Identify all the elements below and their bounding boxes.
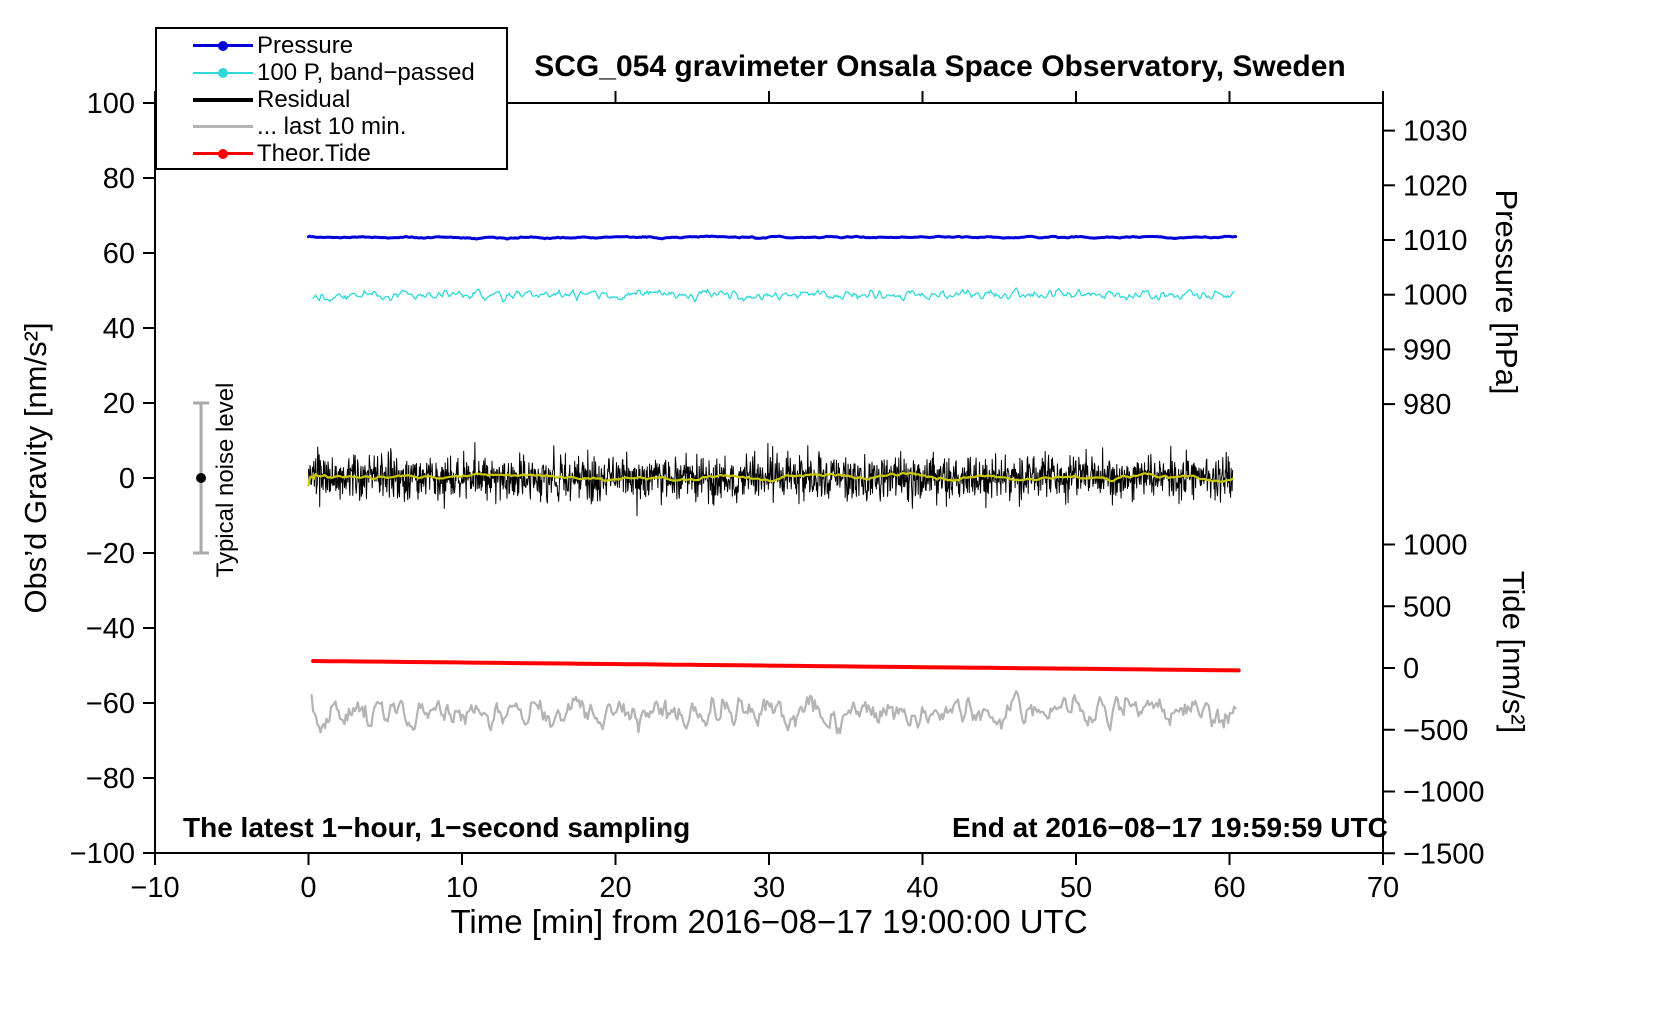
- end-time-note: End at 2016−08−17 19:59:59 UTC: [952, 812, 1388, 843]
- series-theor-tide: [311, 659, 1241, 673]
- y-tick-label: 20: [103, 388, 135, 420]
- legend-item: Pressure: [157, 32, 506, 59]
- legend-label: ... last 10 min.: [257, 112, 407, 140]
- tide-axis-label: Tide [nm/s²]: [1496, 570, 1531, 734]
- x-axis-label: Time [min] from 2016−08−17 19:00:00 UTC: [450, 903, 1088, 940]
- pressure-tick-label: 1000: [1403, 280, 1468, 312]
- tide-tick-label: 0: [1403, 653, 1419, 685]
- tide-tick-label: 1000: [1403, 530, 1468, 562]
- legend-marker: [157, 38, 257, 54]
- pressure-tick-label: 1010: [1403, 225, 1468, 257]
- series-last-10-min: [310, 690, 1237, 735]
- legend-item: Residual: [157, 86, 506, 113]
- x-tick-label: −10: [130, 872, 179, 904]
- legend-dot-icon: [218, 67, 228, 78]
- tide-tick-label: −1500: [1403, 838, 1484, 870]
- x-tick-label: 60: [1213, 872, 1245, 904]
- y-tick-label: −100: [70, 838, 135, 870]
- tide-tick-label: −500: [1403, 715, 1468, 747]
- legend-dot-icon: [218, 40, 228, 51]
- x-tick-label: 40: [906, 872, 938, 904]
- x-tick-label: 10: [446, 872, 478, 904]
- legend-label: Theor.Tide: [257, 139, 371, 167]
- y-tick-label: 100: [87, 88, 135, 120]
- y-tick-label: −60: [86, 688, 135, 720]
- legend-label: 100 P, band−passed: [257, 58, 475, 86]
- pressure-tick-label: 980: [1403, 389, 1451, 421]
- pressure-tick-label: 1030: [1403, 116, 1468, 148]
- series-100-p-band-passed: [312, 287, 1235, 303]
- legend-marker: [157, 146, 257, 162]
- legend-marker: [157, 92, 257, 108]
- x-tick-label: 0: [300, 872, 316, 904]
- y-tick-label: 80: [103, 163, 135, 195]
- x-tick-label: 70: [1367, 872, 1399, 904]
- legend-marker: [157, 65, 257, 81]
- y-tick-label: 60: [103, 238, 135, 270]
- tide-tick-label: 500: [1403, 591, 1451, 623]
- legend-item: Theor.Tide: [157, 140, 506, 167]
- legend-marker: [157, 119, 257, 135]
- pressure-tick-label: 1020: [1403, 170, 1468, 202]
- sampling-note: The latest 1−hour, 1−second sampling: [183, 812, 691, 843]
- legend-label: Pressure: [257, 31, 354, 59]
- legend-item: ... last 10 min.: [157, 113, 506, 140]
- x-tick-label: 20: [599, 872, 631, 904]
- legend: Pressure 100 P, band−passed Residual... la…: [155, 27, 508, 170]
- legend-label: Residual: [257, 85, 351, 113]
- y-tick-label: 40: [103, 313, 135, 345]
- y-tick-label: 0: [119, 463, 135, 495]
- noise-level-label: Typical noise level: [212, 382, 239, 578]
- series-residual: [308, 442, 1234, 517]
- x-tick-label: 30: [753, 872, 785, 904]
- series-pressure: [307, 234, 1238, 241]
- series-residual-smoothed: [307, 471, 1234, 487]
- y-tick-label: −40: [86, 613, 135, 645]
- legend-dot-icon: [218, 148, 228, 159]
- chart-title: SCG_054 gravimeter Onsala Space Observat…: [534, 50, 1346, 83]
- pressure-axis-label: Pressure [hPa]: [1489, 189, 1524, 395]
- y-tick-label: −20: [86, 538, 135, 570]
- pressure-tick-label: 990: [1403, 334, 1451, 366]
- left-axis-label: Obs’d Gravity [nm/s²]: [18, 322, 53, 614]
- tide-tick-label: −1000: [1403, 777, 1484, 809]
- legend-item: 100 P, band−passed: [157, 59, 506, 86]
- x-tick-label: 50: [1060, 872, 1092, 904]
- noise-marker-dot: [196, 473, 207, 483]
- y-tick-label: −80: [86, 763, 135, 795]
